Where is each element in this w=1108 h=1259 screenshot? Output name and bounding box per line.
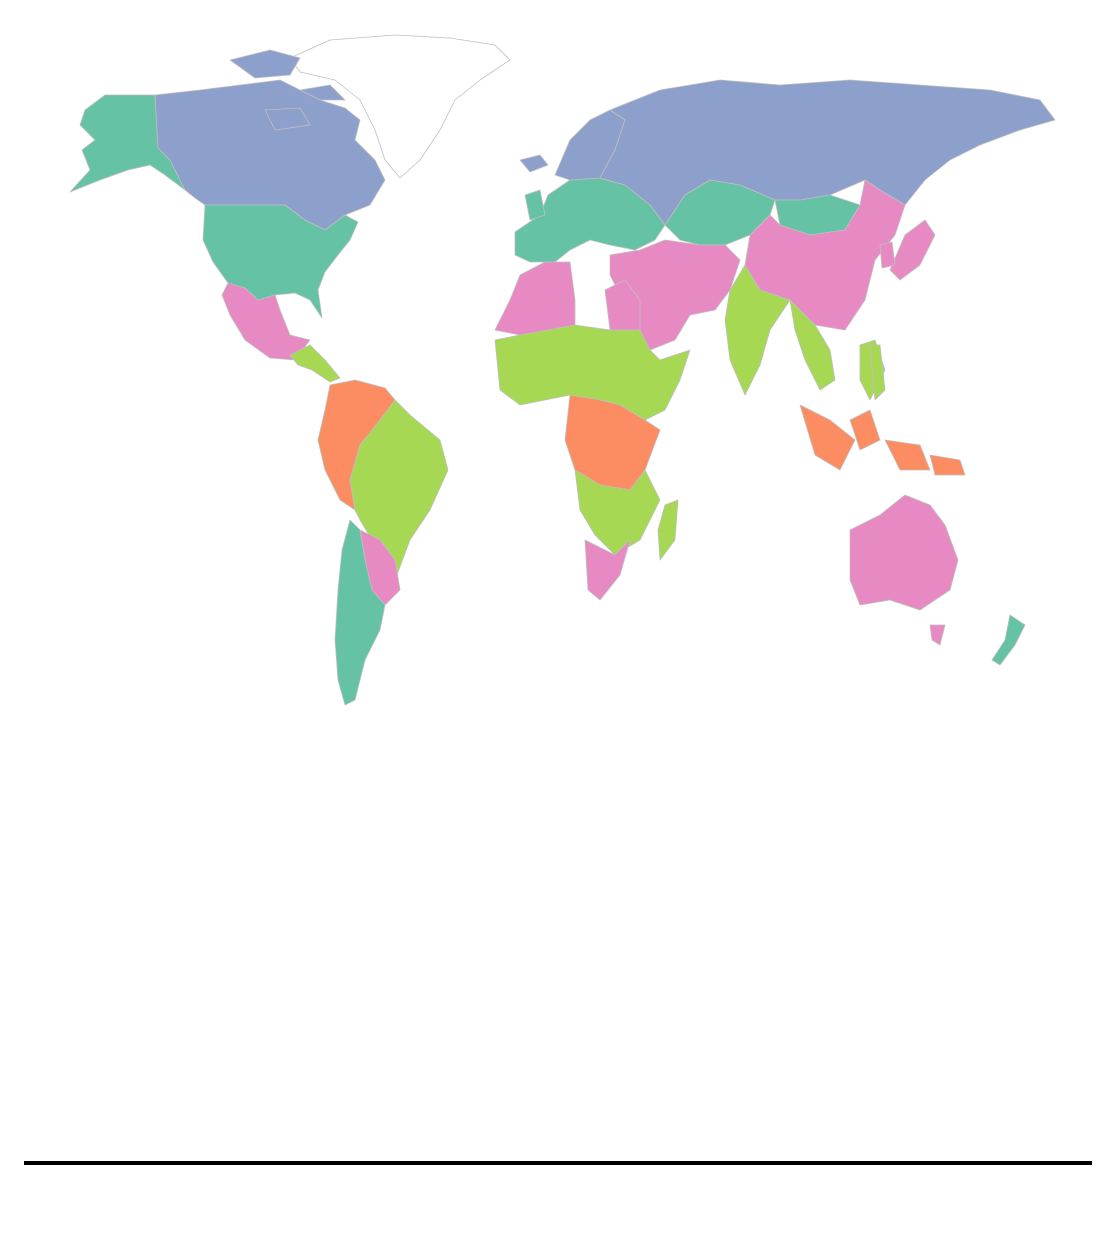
country-australia — [849, 494, 959, 611]
country-canada — [154, 79, 386, 231]
region-maritime-se-asia — [799, 404, 931, 471]
region-southern-africa-tropical — [574, 469, 661, 556]
optimum-range-chart — [24, 1161, 1092, 1165]
country-philippines — [869, 344, 886, 401]
continents — [69, 34, 1056, 706]
region-korea — [879, 241, 896, 269]
country-japan — [889, 219, 936, 281]
region-tasmania — [929, 624, 946, 646]
region-central-america — [289, 344, 341, 383]
region-south-africa — [584, 539, 631, 601]
region-sahel — [494, 324, 691, 421]
country-mexico — [221, 282, 311, 361]
country-iceland — [519, 154, 549, 173]
country-india — [724, 264, 791, 396]
country-new-zealand — [991, 614, 1026, 666]
country-madagascar — [657, 499, 679, 561]
country-greenland — [289, 34, 511, 179]
region-new-guinea — [929, 454, 966, 476]
country-canada-islands — [229, 49, 346, 131]
region-southern-cone — [334, 519, 386, 706]
world-map — [69, 34, 1056, 706]
region-british-isles — [524, 189, 546, 221]
